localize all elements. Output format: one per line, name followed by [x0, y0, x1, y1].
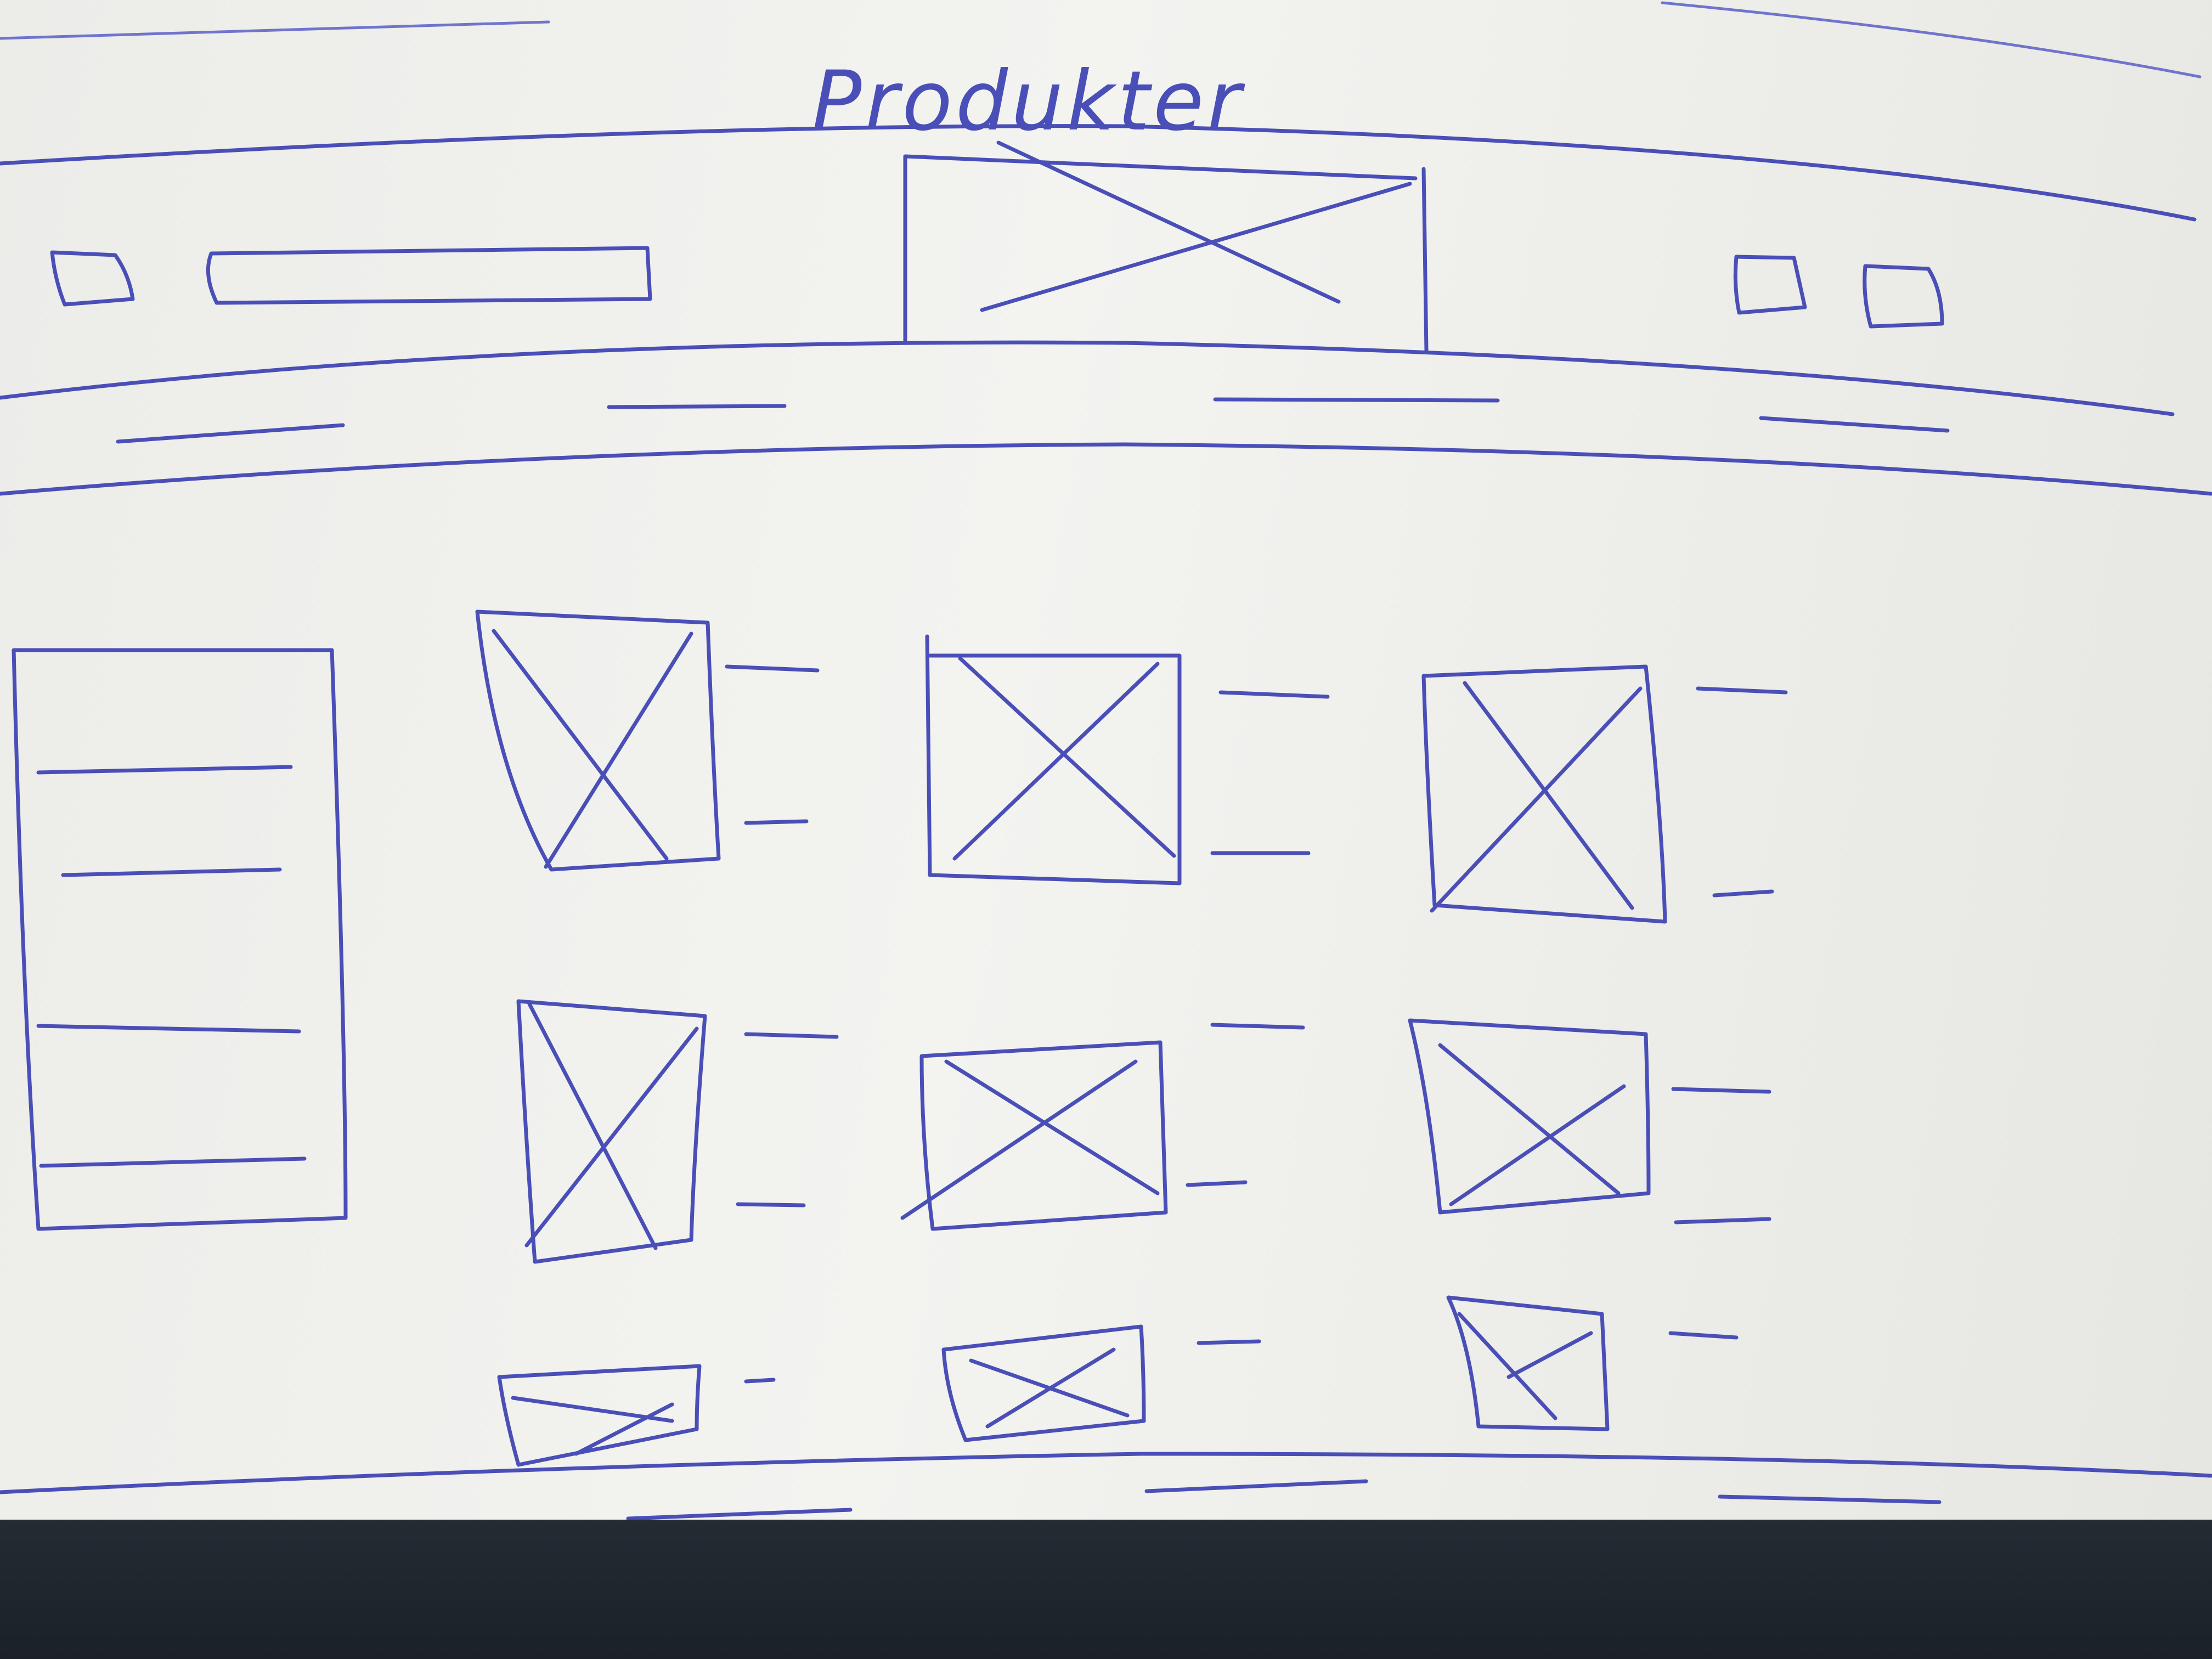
nav-item-3[interactable]	[1213, 397, 1500, 403]
cart-icon[interactable]	[1733, 255, 1807, 315]
product-card-9[interactable]	[1446, 1295, 1739, 1431]
desk-background	[0, 1520, 2212, 1659]
nav-item-4[interactable]	[1759, 416, 1950, 433]
sidebar-line-4[interactable]	[39, 1156, 307, 1168]
product-card-1[interactable]	[475, 610, 820, 872]
account-icon[interactable]	[1863, 264, 1944, 329]
footer-link-2[interactable]	[626, 1508, 853, 1520]
product-price-line	[1712, 889, 1774, 898]
sidebar-line-3[interactable]	[36, 1024, 301, 1034]
product-card-6[interactable]	[1408, 1018, 1771, 1224]
product-card-3[interactable]	[1421, 664, 1788, 924]
product-card-5[interactable]	[900, 1023, 1305, 1231]
product-title-line	[744, 1378, 776, 1384]
wireframe-sketch	[0, 1, 2212, 1520]
product-title-line	[1671, 1087, 1771, 1094]
footer-link-4[interactable]	[1718, 1494, 1942, 1504]
page-title: Produkter	[812, 54, 1244, 149]
sidebar-line-1[interactable]	[36, 765, 293, 775]
product-price-line	[1186, 1180, 1248, 1187]
footer-top-rule	[0, 1452, 2212, 1494]
product-title-line	[1210, 1023, 1305, 1030]
top-edge-line	[0, 20, 550, 40]
search-bar[interactable]	[206, 246, 652, 305]
product-title-line	[1218, 690, 1330, 699]
nav-bottom-rule	[0, 442, 2212, 496]
product-price-line	[1674, 1217, 1771, 1224]
logo-placeholder	[903, 140, 1429, 353]
menu-icon[interactable]	[50, 250, 135, 307]
header-bottom-rule	[0, 340, 2175, 416]
nav-item-2[interactable]	[607, 404, 787, 409]
product-card-8[interactable]	[941, 1324, 1261, 1442]
top-edge-line-right	[1661, 1, 2202, 78]
product-title-line	[1668, 1331, 1739, 1340]
footer-link-3[interactable]	[1144, 1479, 1368, 1493]
product-title-line	[1696, 686, 1788, 695]
product-card-4[interactable]	[516, 999, 839, 1264]
product-price-line	[744, 819, 809, 825]
nav-item-1[interactable]	[116, 423, 345, 444]
sidebar-line-2[interactable]	[61, 867, 282, 877]
product-price-line	[736, 1202, 806, 1207]
product-card-7[interactable]	[497, 1364, 776, 1467]
sidebar-filter-panel	[12, 648, 348, 1231]
product-card-2[interactable]	[925, 634, 1330, 885]
product-title-line	[725, 664, 820, 673]
header-top-rule	[0, 124, 2197, 222]
product-title-line	[1197, 1339, 1261, 1345]
product-title-line	[744, 1032, 839, 1039]
